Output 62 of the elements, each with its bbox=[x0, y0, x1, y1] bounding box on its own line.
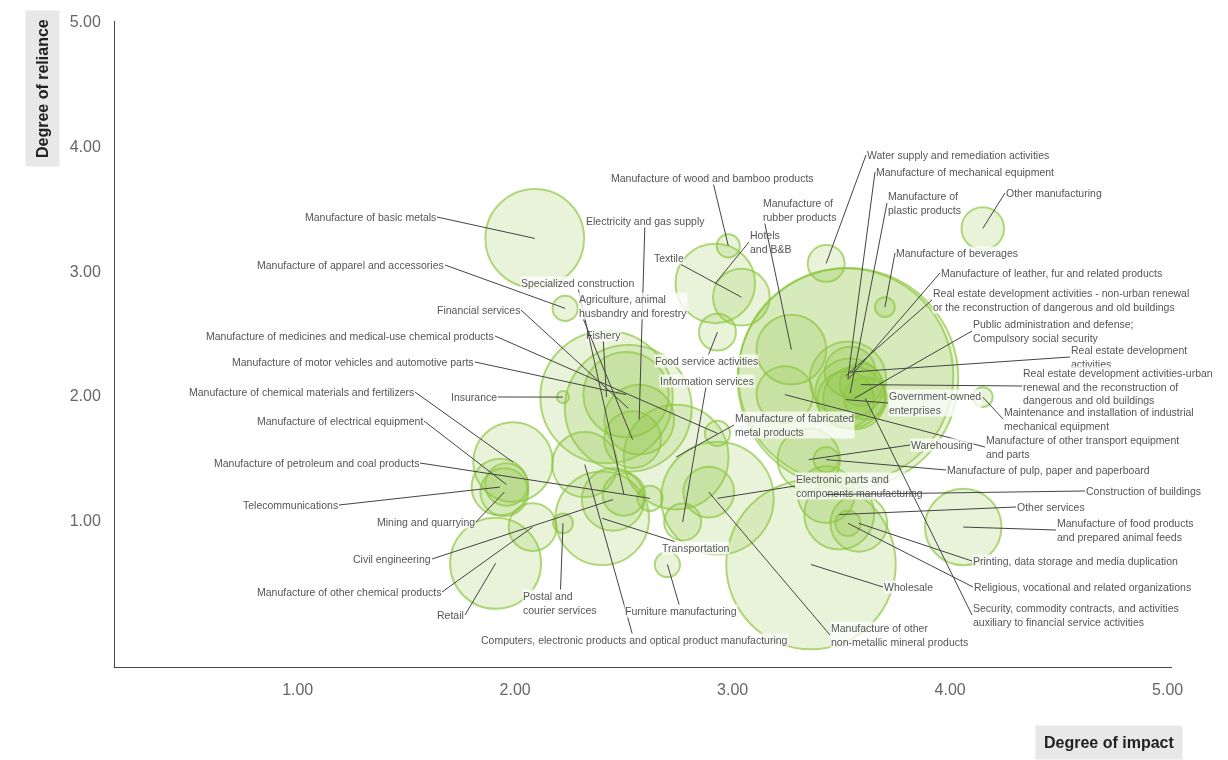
annotation: Construction of buildings bbox=[1086, 485, 1201, 497]
annotation: Wholesale bbox=[884, 581, 934, 593]
annotation: Computers, electronic products and optical product manufacturing bbox=[481, 634, 788, 646]
annotation: Government-owned enterprises bbox=[889, 390, 982, 416]
x-tick-label: 1.00 bbox=[282, 681, 314, 699]
annotation: Manufacture of other chemical products bbox=[257, 586, 442, 598]
annotation: Transportation bbox=[662, 542, 730, 554]
annotation: Manufacture of fabricated metal products bbox=[735, 412, 855, 438]
y-tick-label: 2.00 bbox=[69, 387, 101, 405]
annotation: Manufacture of leather, fur and related products bbox=[941, 267, 1163, 279]
annotation: Printing, data storage and media duplication bbox=[973, 555, 1179, 567]
y-tick-label: 1.00 bbox=[69, 512, 101, 530]
annotation: Civil engineering bbox=[353, 553, 431, 565]
annotation: Manufacture of electrical equipment bbox=[257, 415, 424, 427]
annotation: Manufacture of food products and prepared animal feeds bbox=[1057, 517, 1194, 543]
annotation: Retail bbox=[437, 609, 464, 621]
annotation: Financial services bbox=[437, 304, 521, 316]
annotation: Manufacture of pulp, paper and paperboard bbox=[947, 464, 1150, 476]
y-tick-label: 4.00 bbox=[69, 137, 101, 155]
annotation: Manufacture of other transport equipment and parts bbox=[986, 434, 1180, 460]
x-tick-label: 4.00 bbox=[934, 681, 966, 699]
annotation: Manufacture of rubber products bbox=[763, 197, 837, 223]
x-tick-label: 5.00 bbox=[1152, 681, 1184, 699]
annotation: Textile bbox=[654, 252, 684, 264]
annotation: Manufacture of apparel and accessories bbox=[257, 259, 444, 271]
annotation: Real estate development activities bbox=[1071, 344, 1188, 370]
annotation: Manufacture of motor vehicles and automotive parts bbox=[232, 356, 474, 368]
annotation: Specialized construction bbox=[521, 277, 635, 289]
annotation: Manufacture of medicines and medical-use chemical products bbox=[206, 330, 494, 342]
annotation: Manufacture of other non-metallic mineral products bbox=[831, 622, 969, 648]
annotation: Furniture manufacturing bbox=[625, 605, 737, 617]
annotation: Manufacture of petroleum and coal products bbox=[214, 457, 420, 469]
annotation: Public administration and defense; Compulsory social security bbox=[973, 318, 1134, 344]
x-axis-title: Degree of impact bbox=[1044, 734, 1175, 751]
y-tick-label: 3.00 bbox=[69, 262, 101, 280]
annotation: Agriculture, animal husbandry and forestry bbox=[579, 293, 688, 319]
annotation: Information services bbox=[660, 375, 754, 387]
annotation: Water supply and remediation activities bbox=[867, 149, 1050, 161]
annotation: Manufacture of chemical materials and fertilizers bbox=[189, 386, 415, 398]
annotation: Real estate development activities - non-urban renewal or the reconstruction of dangerous and old buildings bbox=[933, 287, 1190, 313]
annotation: Telecommunications bbox=[243, 499, 339, 511]
annotation: Manufacture of basic metals bbox=[305, 211, 437, 223]
annotation: Electricity and gas supply bbox=[586, 215, 706, 227]
x-tick-label: 2.00 bbox=[499, 681, 531, 699]
y-axis-title: Degree of reliance bbox=[34, 19, 51, 158]
x-tick-label: 3.00 bbox=[717, 681, 749, 699]
annotation: Other services bbox=[1017, 501, 1085, 513]
annotation: Insurance bbox=[451, 391, 498, 403]
y-tick-label: 5.00 bbox=[69, 12, 101, 30]
annotation: Manufacture of wood and bamboo products bbox=[611, 172, 814, 184]
annotation: Religious, vocational and related organizations bbox=[974, 581, 1192, 593]
annotation: Maintenance and installation of industrial mechanical equipment bbox=[1004, 406, 1194, 432]
annotation: Warehousing bbox=[911, 439, 973, 451]
annotation: Food service activities bbox=[655, 355, 759, 367]
annotation: Manufacture of beverages bbox=[896, 247, 1018, 259]
annotation: Manufacture of plastic products bbox=[888, 190, 961, 216]
annotation: Security, commodity contracts, and activities auxiliary to financial service activities bbox=[973, 602, 1179, 628]
annotation: Postal and courier services bbox=[523, 590, 597, 616]
annotation: Other manufacturing bbox=[1006, 187, 1102, 199]
annotation: Real estate development activities-urban renewal and the reconstruction of dangerous and old buildings bbox=[1023, 367, 1213, 407]
annotation: Manufacture of mechanical equipment bbox=[876, 166, 1055, 178]
annotation: Mining and quarrying bbox=[377, 516, 476, 528]
